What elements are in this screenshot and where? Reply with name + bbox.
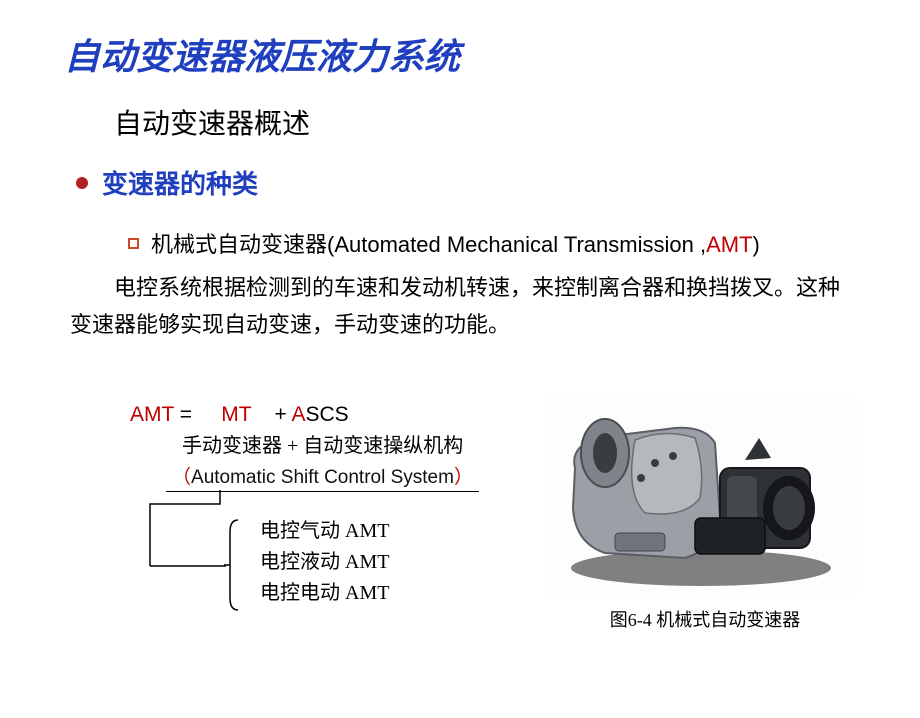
sub-abbr: AMT bbox=[706, 232, 752, 257]
slide: 自动变速器液压液力系统 自动变速器概述 变速器的种类 机械式自动变速器(Auto… bbox=[0, 28, 920, 718]
bullet-square-icon bbox=[128, 238, 139, 249]
body-paragraph: 电控系统根据检测到的车速和发动机转速，来控制离合器和换挡拨叉。这种变速器能够实现… bbox=[70, 269, 850, 344]
bullet-dot-icon bbox=[76, 177, 88, 189]
sub-item-text: 机械式自动变速器(Automated Mechanical Transmissi… bbox=[151, 227, 760, 259]
f-scs: SCS bbox=[305, 403, 348, 426]
formula-block: AMT = MT + ASCS 手动变速器 + 自动变速操纵机构 （Automa… bbox=[130, 403, 550, 492]
connector-lines-icon bbox=[140, 490, 270, 620]
page-title: 自动变速器液压液力系统 bbox=[64, 28, 920, 80]
section-heading: 变速器的种类 bbox=[102, 164, 258, 201]
f3-mid: Automatic Shift Control System bbox=[191, 467, 454, 488]
transmission-image bbox=[545, 398, 857, 598]
sub-prefix: 机械式自动变速器 bbox=[151, 232, 327, 257]
amt-type-1: 电控气动 AMT bbox=[260, 516, 389, 547]
f3-open: （ bbox=[172, 467, 191, 488]
formula-line-2: 手动变速器 + 自动变速操纵机构 bbox=[182, 429, 550, 458]
formula-line-3: （Automatic Shift Control System） bbox=[166, 462, 479, 492]
f3-close: ） bbox=[454, 467, 473, 488]
amt-type-3: 电控电动 AMT bbox=[260, 578, 389, 609]
sub-en: Automated Mechanical Transmission , bbox=[334, 232, 706, 257]
page-subtitle: 自动变速器概述 bbox=[114, 102, 920, 142]
sub-item-row: 机械式自动变速器(Automated Mechanical Transmissi… bbox=[128, 227, 920, 259]
f-a: A bbox=[291, 403, 305, 426]
amt-type-list: 电控气动 AMT 电控液动 AMT 电控电动 AMT bbox=[260, 516, 389, 609]
amt-type-2: 电控液动 AMT bbox=[260, 547, 389, 578]
paren-close: ) bbox=[753, 232, 760, 257]
figure-caption: 图6-4 机械式自动变速器 bbox=[545, 606, 865, 632]
f-eq: = bbox=[174, 403, 198, 426]
formula-line-1: AMT = MT + ASCS bbox=[130, 403, 550, 427]
f-spacer bbox=[198, 403, 221, 426]
f-plus: + bbox=[251, 403, 291, 426]
f-mt: MT bbox=[221, 403, 251, 426]
figure-box: 图6-4 机械式自动变速器 bbox=[545, 398, 865, 632]
f-amt: AMT bbox=[130, 403, 174, 426]
section-row: 变速器的种类 bbox=[76, 164, 920, 201]
